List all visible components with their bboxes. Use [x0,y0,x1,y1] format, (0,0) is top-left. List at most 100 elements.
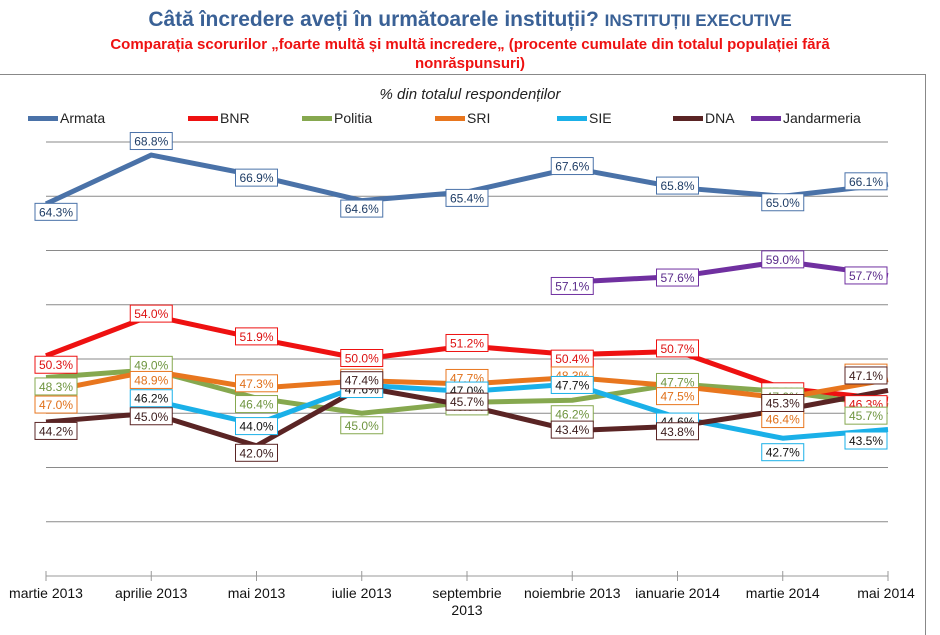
legend-label: DNA [705,110,735,126]
x-tick-label: noiembrie 2013 [523,585,621,601]
title-main: Câtă încredere aveți în următoarele inst… [148,8,599,31]
data-label-box [34,421,78,440]
legend-label: BNR [220,110,250,126]
data-label: 47.0% [39,398,73,412]
data-label-box [340,416,384,435]
data-label: 45.0% [134,410,168,424]
data-label: 65.8% [660,179,694,193]
legend-label: Armata [60,110,106,126]
data-label-box [844,266,888,285]
data-label: 65.4% [450,191,484,205]
data-label: 43.8% [660,425,694,439]
data-label-box [129,132,173,151]
line-chart: 64.3% 68.8% 66.9% 64.6% 65.4% 67.6% 65.8% 65.0%… [34,132,889,581]
data-label-box [445,333,489,352]
legend-swatch [435,115,465,121]
data-label: 50.0% [345,352,379,366]
data-label-box [844,406,888,425]
legend-item-sri: SRI [435,110,490,126]
legend-swatch [302,115,332,121]
data-label: 45.7% [450,395,484,409]
legend-swatch [188,115,218,121]
data-label-box [445,188,489,207]
data-label-box [129,389,173,408]
data-label: 47.5% [660,390,694,404]
data-label-box [844,431,888,450]
chart-title: Câtă încredere aveți în următoarele inst… [0,8,940,32]
data-label: 43.4% [555,423,589,437]
legend-label: Jandarmeria [783,110,861,126]
legend-item-armata: Armata [28,110,105,126]
data-label-box [34,377,78,396]
data-label: 64.6% [345,202,379,216]
legend-swatch [557,115,587,121]
data-label-box [550,276,594,295]
data-label-box [235,443,278,462]
data-label-box [550,157,594,176]
data-label-box [129,407,173,426]
data-label-box [235,168,278,187]
data-label-box [656,339,699,358]
data-label: 46.2% [555,408,589,422]
legend-item-dna: DNA [673,110,735,126]
legend-swatch [751,115,781,121]
data-label: 45.3% [766,396,800,410]
data-label-box [340,199,384,218]
data-label: 64.3% [39,205,73,219]
data-label: 47.7% [660,375,694,389]
data-label: 44.0% [239,420,273,434]
legend-label: Politia [334,110,373,126]
legend-label: SIE [589,110,612,126]
data-label-box [844,172,888,191]
data-label: 51.9% [239,330,273,344]
legend: Armata BNR Politia SRI SIE DNA Jandarmeria [0,110,940,128]
data-label: 57.7% [849,269,883,283]
legend-item-politia: Politia [302,110,372,126]
data-label-box [235,417,278,436]
data-label: 47.7% [555,378,589,392]
data-label-box [129,304,173,323]
x-tick-label: martie 2014 [745,585,820,601]
data-label-box [340,349,384,367]
data-label-box [34,395,78,414]
x-tick-label: septembrie 2013 [432,585,502,618]
chart-subtitle: Comparația scorurilor „foarte multă și m… [110,36,830,72]
data-label-box [235,327,278,346]
x-tick-label: iulie 2013 [331,585,392,601]
data-label: 50.4% [555,352,589,366]
data-label-box [235,395,278,414]
data-label-box [34,202,78,221]
data-label: 67.6% [555,160,589,174]
legend-item-sie: SIE [557,110,612,126]
data-label-box [550,420,594,439]
data-label: 57.1% [555,279,589,293]
data-label-box [656,176,699,195]
data-label: 54.0% [134,307,168,321]
data-label: 51.2% [450,336,484,350]
data-label: 45.0% [345,419,379,433]
data-label: 42.0% [239,446,273,460]
legend-swatch [28,115,58,121]
data-label: 66.1% [849,175,883,189]
x-tick-label: aprilie 2013 [115,585,188,601]
data-label-box [550,375,594,394]
title-suffix: INSTITUȚII EXECUTIVE [604,11,792,30]
data-label: 47.3% [239,377,273,391]
data-label: 48.9% [134,373,168,387]
data-label-box [235,374,278,393]
legend-item-jandarmeria: Jandarmeria [751,110,861,126]
data-label: 47.1% [849,369,883,383]
data-label: 68.8% [134,135,168,149]
data-label-box [761,193,805,212]
x-tick-label: mai 2014 [857,585,915,601]
data-label-box [340,371,384,390]
data-label-box [761,393,805,412]
data-label-box [656,422,699,441]
data-label: 50.7% [660,342,694,356]
legend-swatch [673,115,703,121]
data-label-box [129,370,173,389]
data-label: 46.4% [239,398,273,412]
data-label: 42.7% [766,446,800,460]
data-label-box [445,392,489,411]
data-label: 46.2% [134,392,168,406]
